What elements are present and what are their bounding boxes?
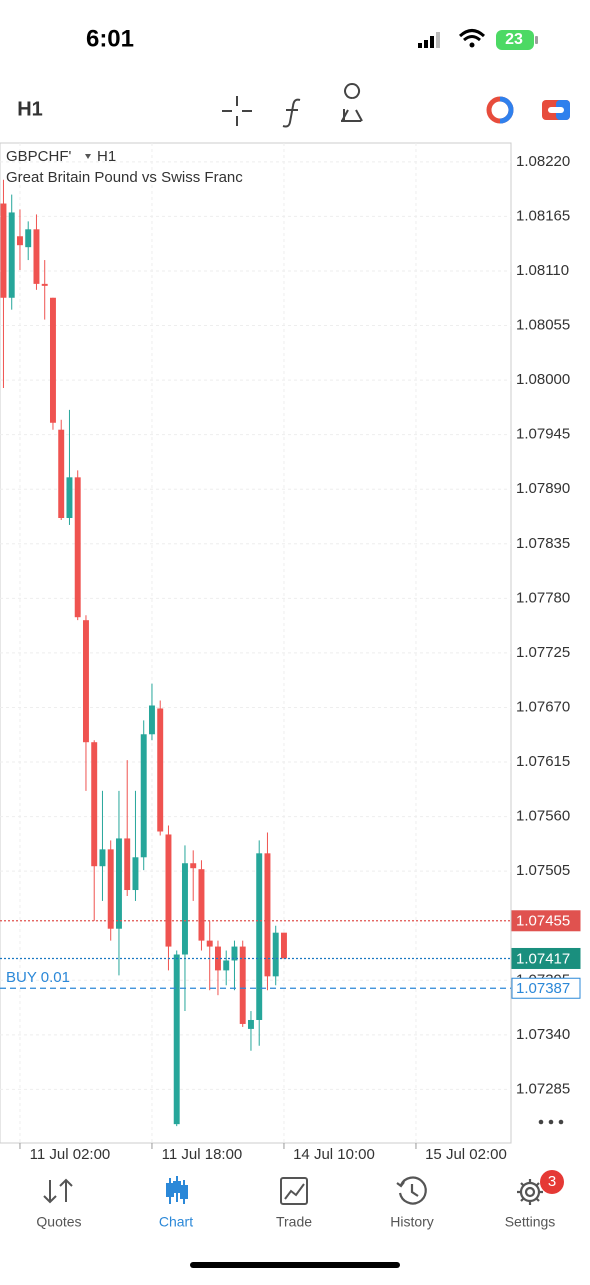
y-tick-label: 1.07725 xyxy=(516,644,570,661)
badge xyxy=(540,1170,564,1194)
y-tick-label: 1.07285 xyxy=(516,1080,570,1097)
y-tick-label: 1.08055 xyxy=(516,317,570,334)
candle-body xyxy=(181,863,188,955)
price-tag-label: 1.07387 xyxy=(516,980,570,997)
candle-body xyxy=(140,734,147,858)
candle-body xyxy=(148,705,155,735)
account-icons[interactable] xyxy=(486,96,570,124)
candle-body xyxy=(247,1019,254,1029)
candle-body xyxy=(280,932,287,959)
status-time: 6:01 xyxy=(86,25,134,52)
x-tick-label: 14 Jul 10:00 xyxy=(293,1146,375,1163)
chart-timeframe: H1 xyxy=(97,148,116,165)
symbol-dropdown[interactable] xyxy=(85,154,91,159)
candle-body xyxy=(0,203,7,298)
candle-body xyxy=(239,946,246,1024)
candle-body xyxy=(256,853,263,1020)
tab-label[interactable]: History xyxy=(390,1214,434,1230)
x-tick-label: 15 Jul 02:00 xyxy=(425,1146,507,1163)
candle-body xyxy=(82,620,89,743)
quotes-icon[interactable] xyxy=(43,1178,73,1204)
symbol-description: Great Britain Pound vs Swiss Franc xyxy=(6,169,243,186)
timeframe-button[interactable]: H1 xyxy=(17,98,43,120)
y-tick-label: 1.08220 xyxy=(516,153,570,170)
tab-bar xyxy=(43,1170,564,1205)
candle-body xyxy=(25,229,32,248)
chart: 1.08220 1.08165 1.08110 1.08055 1.08000 1.079… xyxy=(0,143,581,1163)
candle-body xyxy=(16,236,23,246)
tab-label[interactable]: Settings xyxy=(505,1214,556,1230)
y-tick-label: 1.08110 xyxy=(516,262,569,279)
candle-body xyxy=(49,297,56,423)
candle-body xyxy=(223,960,230,971)
y-tick-label: 1.07670 xyxy=(516,698,570,715)
tab-label[interactable]: Chart xyxy=(159,1214,193,1230)
price-tag-label: 1.07455 xyxy=(516,913,570,930)
y-tick-label: 1.07615 xyxy=(516,753,570,770)
candle-body xyxy=(272,932,279,977)
candle-body xyxy=(173,954,180,1125)
settings-icon[interactable] xyxy=(517,1179,543,1205)
candle-body xyxy=(231,946,238,961)
y-tick-label: 1.07505 xyxy=(516,862,570,879)
price-tag-label: 1.07417 xyxy=(516,950,570,967)
price-tag xyxy=(511,910,581,932)
candle-body xyxy=(198,869,205,941)
y-tick-label: 1.07890 xyxy=(516,480,570,497)
more-menu[interactable] xyxy=(538,1119,564,1125)
history-icon[interactable] xyxy=(396,1176,427,1205)
y-tick-label: 1.07560 xyxy=(516,808,570,825)
badge-count: 3 xyxy=(548,1173,556,1190)
y-tick-label: 1.07835 xyxy=(516,535,570,552)
candle-body xyxy=(165,834,172,947)
price-tag xyxy=(511,947,581,969)
battery-level: 23 xyxy=(505,31,523,48)
y-tick-label: 1.08165 xyxy=(516,207,570,224)
y-tick-label: 1.07340 xyxy=(516,1026,570,1043)
candle-body xyxy=(66,477,73,518)
y-tick-label: 1.07780 xyxy=(516,589,570,606)
y-tick-label: 1.07945 xyxy=(516,426,570,443)
status-icons xyxy=(418,29,538,50)
plot-frame xyxy=(0,142,512,1144)
candle-body xyxy=(190,863,197,869)
candle-body xyxy=(8,212,15,298)
candle-body xyxy=(91,742,98,867)
price-tag xyxy=(511,977,581,999)
candle-body xyxy=(206,940,213,947)
order-label[interactable]: BUY 0.01 xyxy=(6,969,70,986)
tab-label[interactable]: Trade xyxy=(276,1214,312,1230)
candle-body xyxy=(74,477,81,618)
chart-icon[interactable] xyxy=(166,1176,188,1204)
trade-icon[interactable] xyxy=(280,1177,308,1205)
candle-body xyxy=(132,857,139,891)
candle-body xyxy=(264,853,271,977)
candle-body xyxy=(107,849,114,929)
candle-body xyxy=(124,838,131,891)
toolbar-icons[interactable] xyxy=(222,83,363,128)
home-indicator xyxy=(190,1262,400,1268)
symbol[interactable]: GBPCHF' xyxy=(6,148,72,165)
candle-body xyxy=(115,838,122,929)
candle-body xyxy=(41,283,48,286)
candle-body xyxy=(157,708,164,832)
x-tick-label: 11 Jul 18:00 xyxy=(162,1146,243,1163)
candle-body xyxy=(58,429,65,518)
candle-body xyxy=(99,849,106,867)
candle-body xyxy=(33,229,40,284)
x-tick-label: 11 Jul 02:00 xyxy=(30,1146,111,1163)
tab-label[interactable]: Quotes xyxy=(36,1214,81,1230)
y-tick-label: 1.08000 xyxy=(516,371,570,388)
